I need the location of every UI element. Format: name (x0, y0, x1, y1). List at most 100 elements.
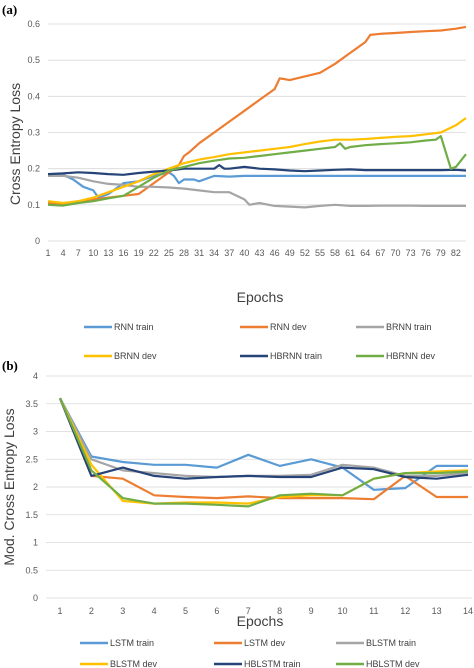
x-axis-label-b: Epochs (237, 613, 284, 629)
x-tick-label-a: 76 (421, 248, 431, 258)
legend-b: LSTM train LSTM dev BLSTM train BLSTM dev HB… (80, 638, 420, 668)
series-line-brnn-train (48, 174, 466, 209)
legend-item-blstm-dev: BLSTM dev (80, 659, 158, 668)
x-tick-label-a: 10 (88, 248, 98, 258)
x-tick-label-b: 1 (57, 606, 62, 616)
y-axis-label-b: Mod. Cross Entropy Loss (1, 408, 17, 565)
legend-label: BRNN dev (114, 351, 157, 361)
series-line-hbrnn-train (47, 164, 467, 176)
x-tick-label-b: 14 (463, 606, 473, 616)
legend-label: HBRNN train (270, 351, 322, 361)
legend-label: BLSTM dev (110, 659, 158, 668)
legend-item-hbrnn-train: HBRNN train (240, 351, 322, 361)
legend-item-rnn-dev: RNN dev (240, 322, 307, 332)
legend-label: HBLSTM train (244, 659, 301, 668)
y-ticks-a: 0 0.1 0.2 0.3 0.4 0.5 0.6 (27, 19, 40, 246)
x-tick-label-b: 3 (120, 606, 125, 616)
series-line-rnn-dev (47, 25, 467, 205)
legend-label: HBLSTM dev (366, 659, 420, 668)
y-axis-label-a: Cross Entropy Loss (7, 83, 23, 205)
series-lines-b (58, 397, 469, 508)
y-tick-label-b: 1.5 (25, 510, 38, 520)
series-line-hblstm-train (58, 397, 469, 480)
legend-label: BRNN train (386, 322, 432, 332)
y-tick-label-a: 0.5 (27, 55, 40, 65)
x-tick-label-a: 25 (164, 248, 174, 258)
x-tick-label-a: 52 (300, 248, 310, 258)
y-tick-label-b: 1 (33, 538, 38, 548)
series-line-hblstm-dev (58, 397, 469, 508)
series-line-lstm-train (59, 397, 468, 491)
legend-label: LSTM train (110, 638, 154, 648)
legend-a: RNN train RNN dev BRNN train BRNN dev HBRNN … (84, 322, 436, 361)
series-lines-a (47, 25, 467, 209)
series-line-hbrnn-dev (47, 135, 467, 207)
x-tick-label-a: 19 (134, 248, 144, 258)
x-ticks-b: 1 2 3 4 5 6 7 8 9 10 11 12 13 14 (57, 606, 473, 616)
legend-item-lstm-dev: LSTM dev (214, 638, 286, 648)
chart-b: (b) 00.511.522.533.54 1 2 3 4 5 6 7 8 9 10 11 12 13 1… (1, 358, 473, 668)
y-tick-label-b: 2 (33, 482, 38, 492)
y-tick-label-b: 3.5 (25, 399, 38, 409)
legend-label: RNN train (114, 322, 154, 332)
x-tick-label-a: 43 (255, 248, 265, 258)
x-tick-label-a: 55 (315, 248, 325, 258)
x-tick-label-a: 13 (103, 248, 113, 258)
x-tick-label-b: 13 (432, 606, 442, 616)
x-tick-label-a: 34 (209, 248, 219, 258)
y-tick-label-b: 3 (33, 427, 38, 437)
x-tick-label-a: 70 (390, 248, 400, 258)
x-tick-label-a: 82 (451, 248, 461, 258)
x-tick-label-a: 40 (239, 248, 249, 258)
legend-item-blstm-train: BLSTM train (336, 638, 416, 648)
x-tick-label-b: 6 (214, 606, 219, 616)
panel-label-b: (b) (2, 358, 18, 373)
x-tick-label-a: 58 (330, 248, 340, 258)
legend-item-hbrnn-dev: HBRNN dev (356, 351, 436, 361)
y-tick-label-a: 0.4 (27, 91, 40, 101)
series-line-lstm-dev (58, 397, 468, 501)
legend-item-hblstm-train: HBLSTM train (214, 659, 301, 668)
x-tick-label-a: 49 (285, 248, 295, 258)
x-tick-label-a: 37 (224, 248, 234, 258)
series-line-blstm-train (59, 397, 469, 479)
legend-label: RNN dev (270, 322, 307, 332)
x-tick-label-b: 2 (89, 606, 94, 616)
panel-label-a: (a) (2, 2, 17, 17)
x-tick-label-b: 4 (152, 606, 157, 616)
x-tick-label-a: 22 (149, 248, 159, 258)
x-tick-label-a: 16 (119, 248, 129, 258)
series-line-rnn-train (47, 171, 466, 199)
y-tick-label-b: 0.5 (25, 565, 38, 575)
legend-item-brnn-dev: BRNN dev (84, 351, 157, 361)
x-tick-label-b: 10 (337, 606, 347, 616)
legend-label: BLSTM train (366, 638, 416, 648)
y-tick-label-a: 0.1 (27, 200, 40, 210)
x-tick-label-a: 7 (76, 248, 81, 258)
legend-item-brnn-train: BRNN train (356, 322, 432, 332)
x-tick-label-b: 11 (369, 606, 378, 616)
x-tick-label-a: 28 (179, 248, 189, 258)
x-tick-label-a: 73 (406, 248, 416, 258)
x-tick-label-a: 1 (45, 248, 50, 258)
x-tick-label-b: 9 (309, 606, 314, 616)
y-tick-label-a: 0 (35, 236, 40, 246)
chart-a: (a) 0 0.1 0.2 0.3 0.4 0.5 0.6 1 4 7 10 13 16 19 22 25 2… (2, 2, 467, 361)
x-tick-label-a: 61 (345, 248, 355, 258)
x-tick-label-a: 79 (436, 248, 446, 258)
x-tick-label-b: 8 (277, 606, 282, 616)
y-tick-label-a: 0.2 (27, 164, 40, 174)
y-tick-label-a: 0.6 (27, 19, 40, 29)
x-tick-label-b: 7 (246, 606, 251, 616)
legend-item-rnn-train: RNN train (84, 322, 154, 332)
legend-label: LSTM dev (244, 638, 286, 648)
x-tick-label-a: 67 (375, 248, 385, 258)
legend-item-hblstm-dev: HBLSTM dev (336, 659, 420, 668)
x-tick-label-b: 5 (183, 606, 188, 616)
y-tick-label-b: 0 (33, 593, 38, 603)
x-ticks-a: 1 4 7 10 13 16 19 22 25 28 31 34 37 40 43 46 49 52 55 58 61 6… (45, 248, 460, 258)
x-tick-label-a: 46 (270, 248, 280, 258)
y-tick-label-b: 4 (33, 371, 38, 381)
gridlines-a (48, 23, 466, 242)
x-tick-label-a: 31 (194, 248, 204, 258)
